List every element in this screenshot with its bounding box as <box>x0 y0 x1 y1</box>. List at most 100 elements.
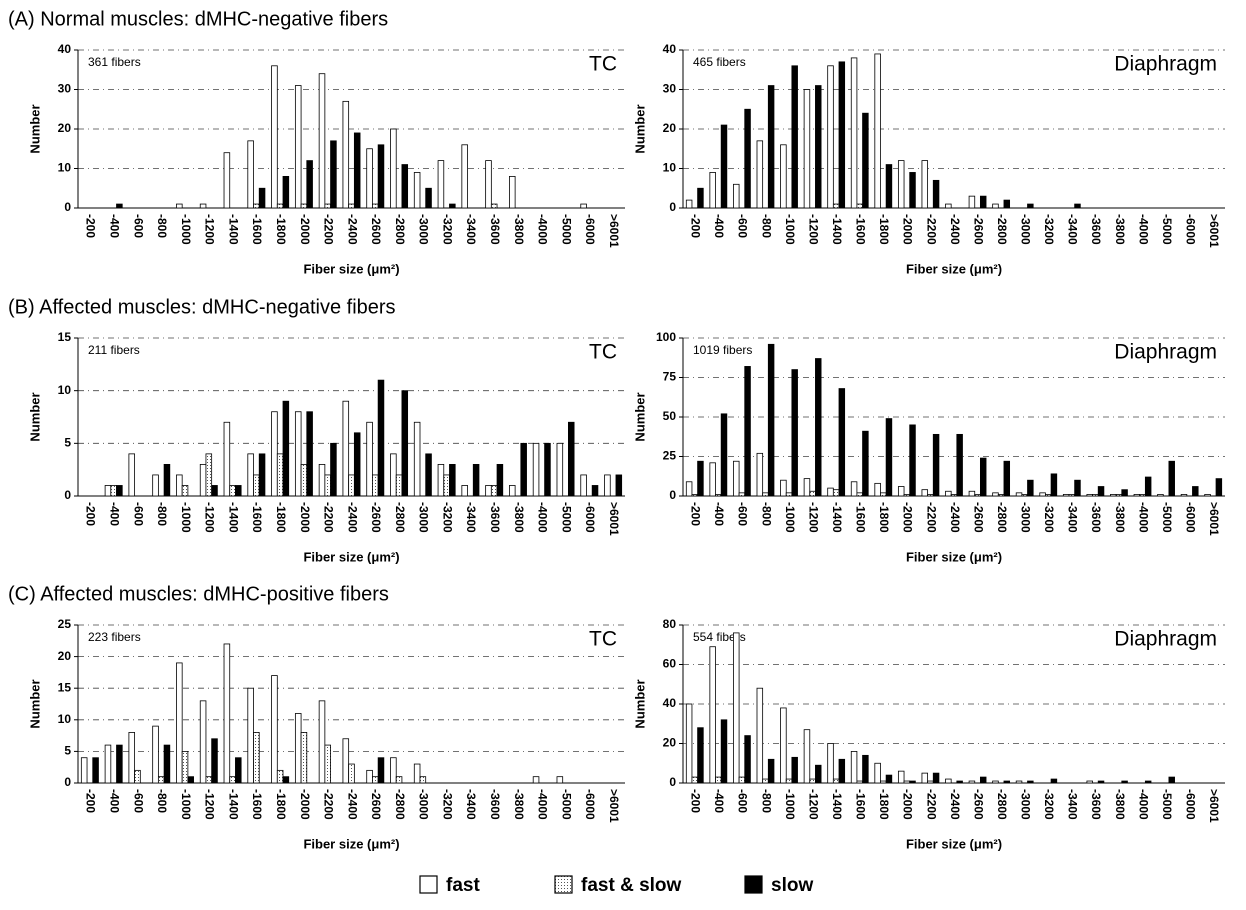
bar <box>199 700 207 784</box>
y-tick-label: 0 <box>669 488 676 502</box>
bar <box>1050 473 1058 497</box>
bar <box>862 754 869 784</box>
bar <box>348 203 355 209</box>
bar <box>490 485 498 497</box>
x-tick-label: -1400 <box>830 214 844 245</box>
bar <box>803 89 811 209</box>
bar <box>780 479 787 497</box>
x-tick-label: -1200 <box>806 789 820 820</box>
bar <box>176 474 183 497</box>
bar <box>733 183 740 209</box>
x-tick-label: -200 <box>84 502 98 526</box>
x-tick-label: -2400 <box>345 214 359 245</box>
bar <box>809 778 816 784</box>
x-tick-label: -400 <box>712 789 726 813</box>
x-tick-label: -1800 <box>274 214 288 245</box>
bar <box>874 482 881 497</box>
bar <box>921 160 929 209</box>
y-tick-label: 10 <box>58 712 72 726</box>
y-tick-label: 0 <box>669 200 676 214</box>
bar <box>968 780 976 784</box>
x-tick-label: -1000 <box>783 502 797 533</box>
bar <box>880 492 887 497</box>
x-tick-label: -1200 <box>203 502 217 533</box>
bar <box>157 776 165 784</box>
y-axis-label: Number <box>632 104 647 153</box>
x-tick-label: -2200 <box>924 502 938 533</box>
x-tick-label: -6000 <box>583 502 597 533</box>
bar <box>979 457 987 497</box>
bar <box>1050 778 1058 784</box>
bar <box>1015 780 1023 784</box>
bar <box>1168 460 1175 497</box>
y-tick-label: 40 <box>58 42 72 56</box>
bar <box>838 758 846 784</box>
bar <box>715 494 722 497</box>
chart-title: TC <box>589 341 617 364</box>
x-tick-label: -2600 <box>971 214 985 245</box>
x-tick-label: -2400 <box>948 214 962 245</box>
x-tick-label: -3600 <box>488 789 502 820</box>
bar <box>181 485 189 497</box>
bar <box>709 646 716 784</box>
bar <box>1157 494 1164 497</box>
bar <box>353 132 361 209</box>
bar <box>921 489 929 497</box>
bar <box>1097 780 1105 784</box>
bar <box>128 732 136 784</box>
bar <box>827 743 834 784</box>
legend-label: slow <box>771 875 813 896</box>
bar <box>709 172 716 209</box>
x-tick-label: -400 <box>712 502 726 526</box>
bar <box>921 772 929 784</box>
y-tick-label: 40 <box>663 42 677 56</box>
bar <box>956 433 963 497</box>
bar <box>968 490 976 497</box>
bar <box>318 700 326 784</box>
bar <box>1045 494 1052 497</box>
bar <box>615 474 623 497</box>
x-tick-label: -1600 <box>854 502 868 533</box>
bar <box>258 187 266 209</box>
bar <box>366 421 373 497</box>
bar <box>850 481 858 497</box>
x-tick-label: -2400 <box>948 502 962 533</box>
x-tick-label: -3400 <box>464 214 478 245</box>
bar <box>832 203 840 209</box>
bar <box>509 175 516 209</box>
bar <box>956 780 963 784</box>
bar <box>390 453 397 497</box>
y-tick-label: 30 <box>58 82 72 96</box>
bar <box>390 757 397 784</box>
x-tick-label: -600 <box>131 789 145 813</box>
x-tick-label: -6000 <box>1183 214 1197 245</box>
bar <box>785 492 793 497</box>
x-tick-label: -2200 <box>924 789 938 820</box>
y-tick-label: 0 <box>64 200 71 214</box>
bar <box>785 778 793 784</box>
x-tick-label: -3600 <box>1089 789 1103 820</box>
bar <box>1003 780 1011 784</box>
bar <box>181 751 189 784</box>
bar <box>874 53 881 209</box>
bar <box>992 203 999 209</box>
x-tick-label: -1400 <box>226 214 240 245</box>
x-tick-label: -1000 <box>179 502 193 533</box>
bar <box>324 203 331 209</box>
legend-label: fast <box>446 875 480 896</box>
bar <box>1144 780 1152 784</box>
bar <box>1144 476 1152 497</box>
bar <box>276 203 284 209</box>
bar <box>92 757 99 784</box>
bar <box>880 780 887 784</box>
x-tick-label: -3200 <box>440 789 454 820</box>
bar <box>353 432 361 497</box>
bar <box>556 776 564 784</box>
x-tick-label: -1800 <box>877 502 891 533</box>
panel-title: (C) Affected muscles: dMHC-positive fibe… <box>8 583 389 605</box>
bar <box>294 411 302 497</box>
bar <box>247 453 254 497</box>
bar <box>282 400 290 497</box>
x-tick-label: -2800 <box>393 502 407 533</box>
